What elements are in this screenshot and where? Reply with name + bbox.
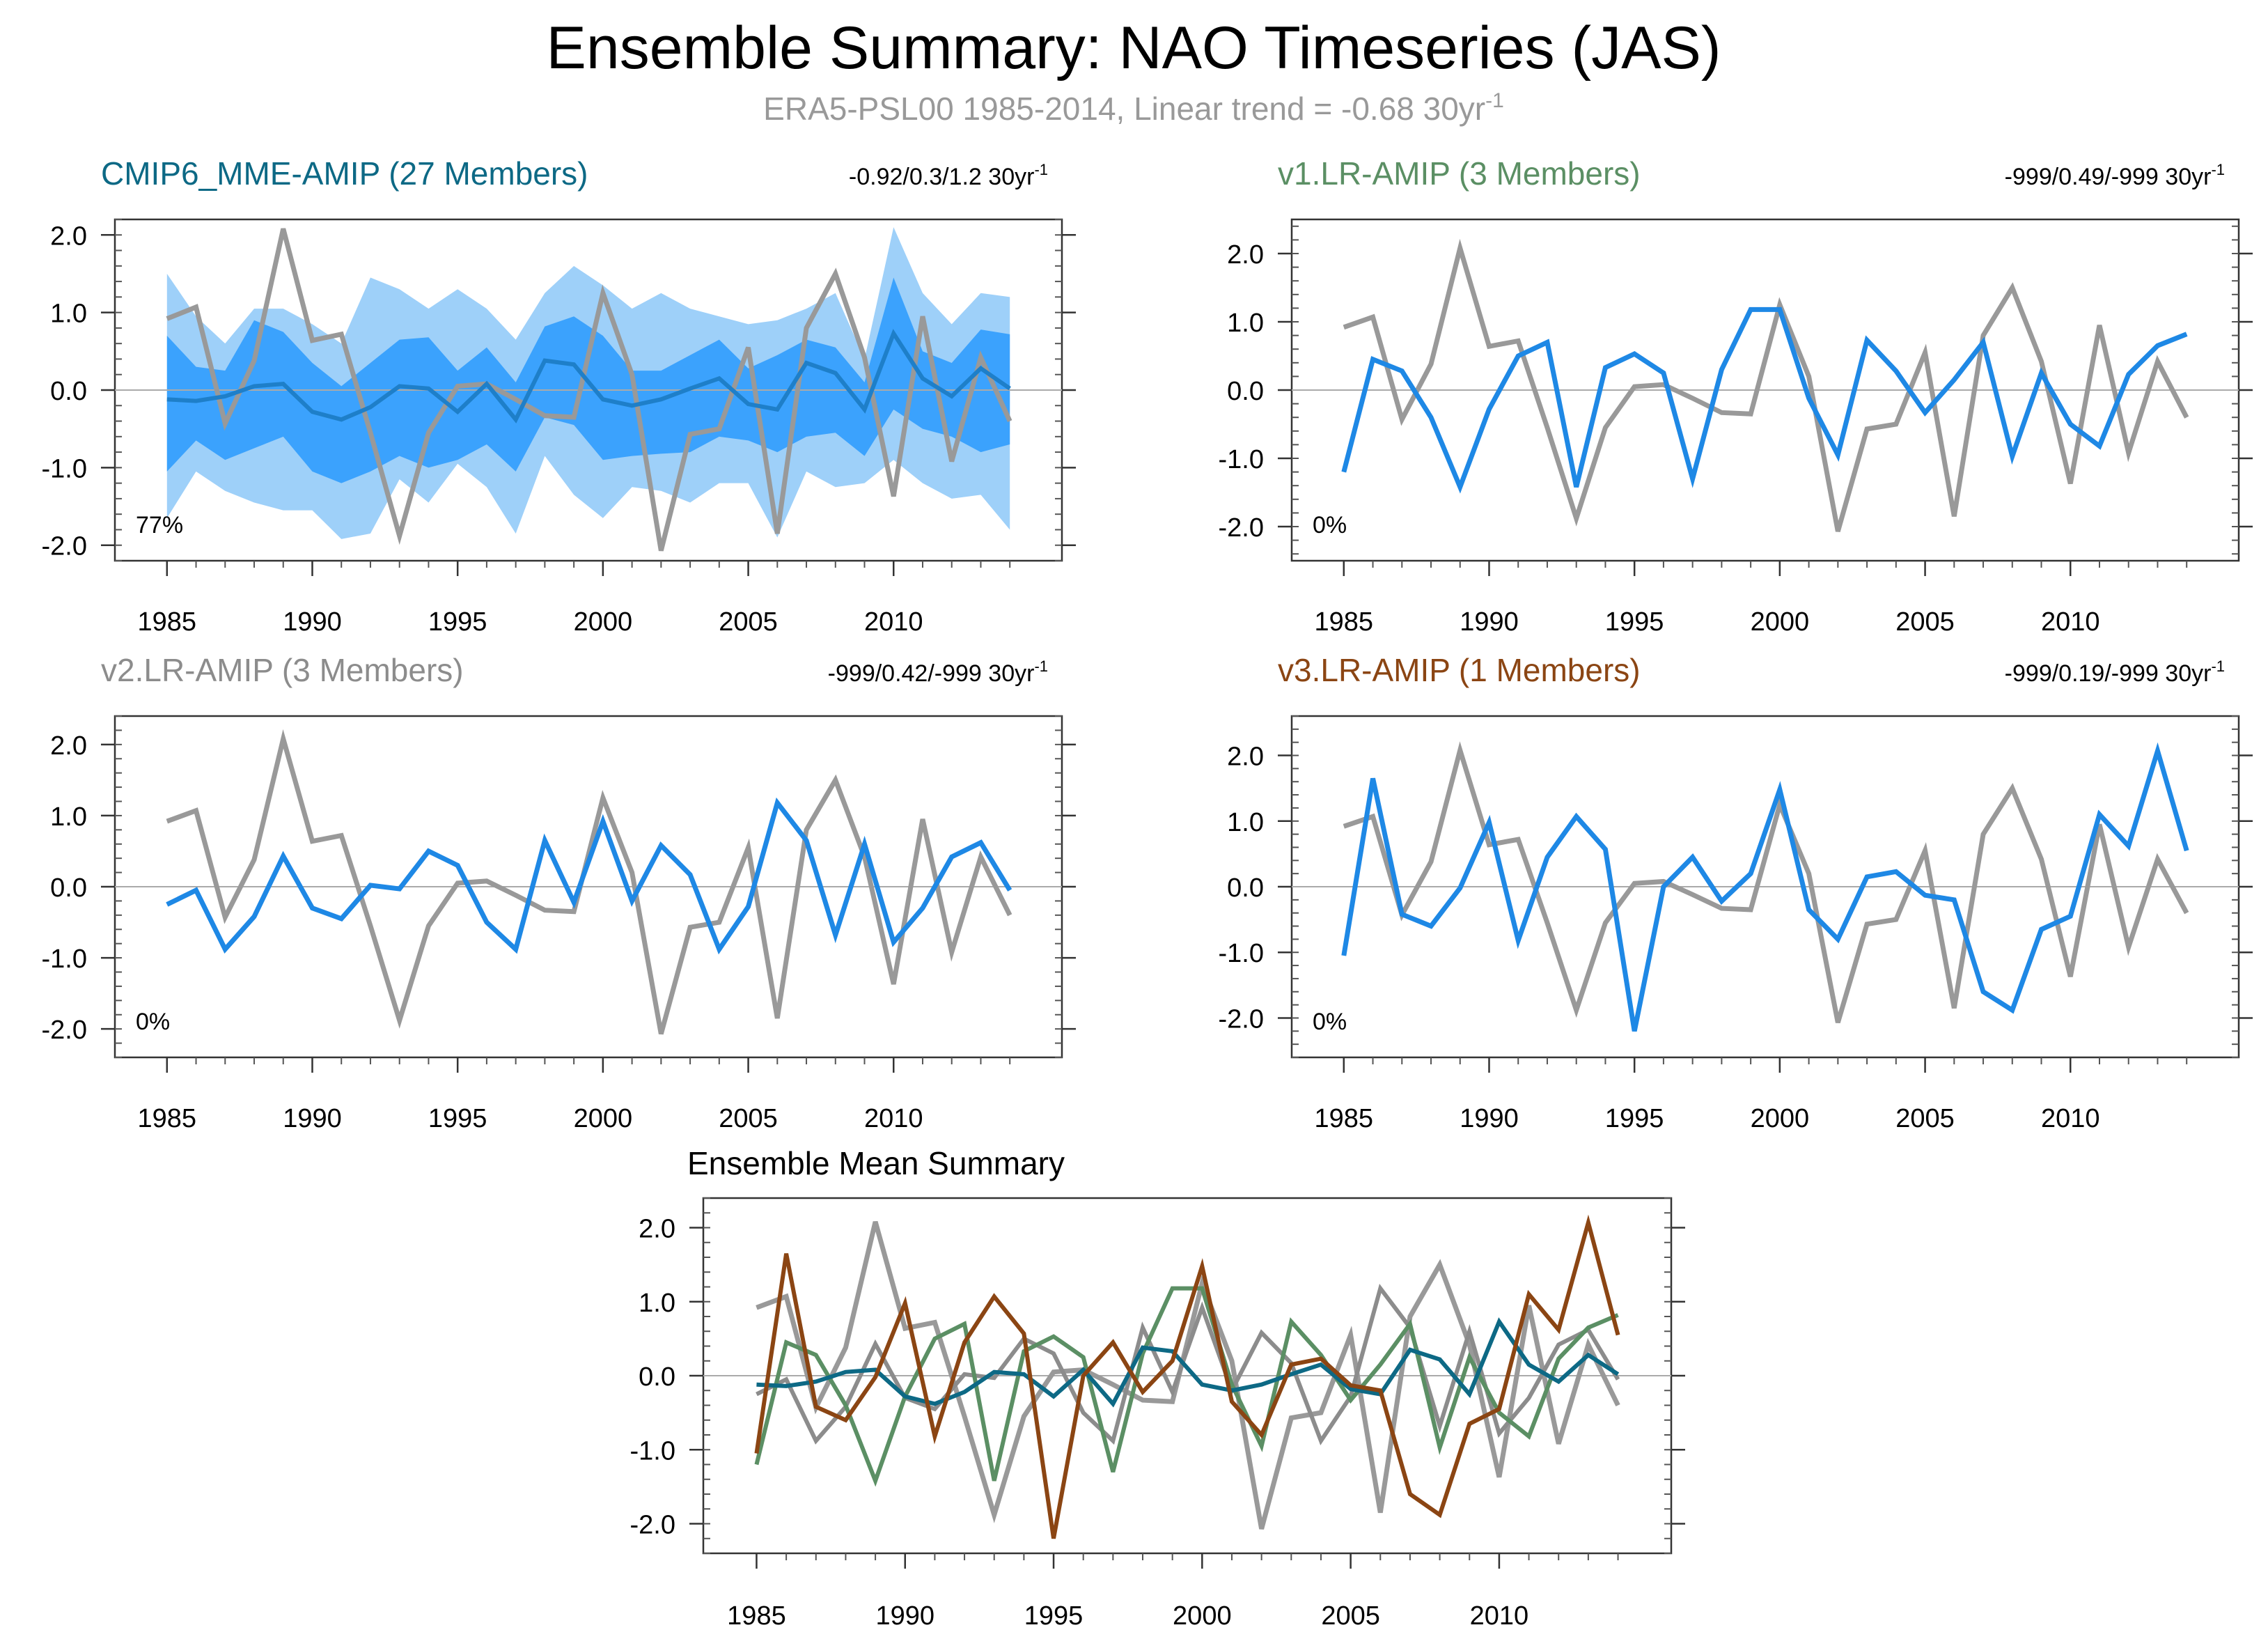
y-tick-label: -2.0 — [630, 1511, 675, 1540]
y-tick-label: 1.0 — [1227, 309, 1264, 338]
y-tick-label: 1.0 — [50, 300, 87, 329]
panel-summary: Ensemble Mean Summary 2.0 1.0 0.0 -1.0 -2.0 19… — [630, 1145, 1685, 1631]
y-tick-label: -1.0 — [630, 1436, 675, 1466]
x-tick-label: 2000 — [1173, 1601, 1232, 1631]
y-tick-label: -2.0 — [42, 1016, 87, 1045]
trend-label: -999/0.42/-999 30yr-1 — [828, 658, 1048, 687]
panels: CMIP6_MME-AMIP (27 Members) -0.92/0.3/1.2… — [42, 155, 2253, 1631]
series-line-1 — [166, 329, 1011, 424]
series-line-1 — [1341, 742, 2189, 1032]
y-tick-label: -1.0 — [1219, 445, 1264, 474]
y-tick-label: 2.0 — [1227, 240, 1264, 270]
y-tick-label: 2.0 — [1227, 743, 1264, 772]
x-tick-label: 1985 — [727, 1601, 786, 1631]
series-line-4 — [754, 1214, 1620, 1539]
x-tick-label: 2000 — [574, 607, 633, 637]
panel-title: v1.LR-AMIP (3 Members) — [1278, 155, 1641, 192]
trend-label: -999/0.19/-999 30yr-1 — [2005, 658, 2225, 687]
x-tick-label: 1985 — [138, 1104, 197, 1133]
x-tick-label: 1995 — [1605, 607, 1664, 637]
pct-label: 0% — [1313, 1009, 1347, 1035]
panel-v2: v2.LR-AMIP (3 Members) -999/0.42/-999 30y… — [42, 652, 1076, 1133]
y-tick-label: 0.0 — [1227, 377, 1264, 406]
figure-subtitle-sup: -1 — [1485, 89, 1504, 112]
x-tick-label: 1990 — [875, 1601, 934, 1631]
figure-subtitle: ERA5-PSL00 1985-2014, Linear trend = -0.… — [763, 89, 1504, 127]
x-tick-label: 1985 — [1315, 607, 1374, 637]
series-line-1 — [756, 1283, 1620, 1445]
x-tick-label: 1985 — [138, 607, 197, 637]
x-tick-label: 2005 — [1895, 1104, 1955, 1133]
figure-title: Ensemble Summary: NAO Timeseries (JAS) — [547, 15, 1721, 81]
series-line-3 — [756, 1317, 1620, 1408]
figure-subtitle-text: ERA5-PSL00 1985-2014, Linear trend = -0.… — [763, 91, 1485, 127]
y-tick-label: 2.0 — [50, 222, 87, 251]
trend-label: -999/0.49/-999 30yr-1 — [2005, 161, 2225, 190]
y-tick-label: -2.0 — [1219, 513, 1264, 543]
x-tick-label: 2000 — [1751, 607, 1810, 637]
series-line-0 — [166, 228, 1012, 552]
panel-title: CMIP6_MME-AMIP (27 Members) — [101, 155, 588, 192]
pct-label: 0% — [136, 1009, 170, 1035]
y-tick-label: 0.0 — [1227, 873, 1264, 903]
x-tick-label: 1990 — [283, 1104, 342, 1133]
panel-v3: v3.LR-AMIP (1 Members) -999/0.19/-999 30y… — [1219, 652, 2253, 1133]
pct-label: 77% — [136, 512, 183, 538]
panel-cmip6: CMIP6_MME-AMIP (27 Members) -0.92/0.3/1.2… — [42, 155, 1076, 637]
x-tick-label: 2010 — [864, 1104, 923, 1133]
y-tick-label: -2.0 — [42, 532, 87, 561]
y-tick-label: 1.0 — [639, 1289, 675, 1318]
y-tick-label: -1.0 — [42, 945, 87, 974]
y-tick-label: 1.0 — [50, 802, 87, 832]
x-tick-label: 2005 — [1321, 1601, 1380, 1631]
x-tick-label: 2000 — [1751, 1104, 1810, 1133]
y-tick-label: 1.0 — [1227, 808, 1264, 837]
x-tick-label: 1990 — [1460, 1104, 1519, 1133]
x-tick-label: 1985 — [1315, 1104, 1374, 1133]
y-tick-label: -1.0 — [42, 454, 87, 483]
trend-sup: -1 — [1034, 658, 1048, 675]
x-tick-label: 2010 — [2041, 607, 2100, 637]
trend-sup: -1 — [2211, 161, 2225, 178]
panel-v1: v1.LR-AMIP (3 Members) -999/0.49/-999 30y… — [1219, 155, 2253, 637]
y-tick-label: -1.0 — [1219, 939, 1264, 968]
series-line-2 — [754, 1286, 1619, 1487]
x-tick-label: 2000 — [574, 1104, 633, 1133]
x-tick-label: 1990 — [283, 607, 342, 637]
panel-title: v3.LR-AMIP (1 Members) — [1278, 652, 1641, 688]
trend-sup: -1 — [1034, 161, 1048, 178]
x-tick-label: 2005 — [719, 1104, 778, 1133]
x-tick-label: 2010 — [1470, 1601, 1529, 1631]
trend-text: -0.92/0.3/1.2 30yr — [849, 164, 1035, 190]
x-tick-label: 1995 — [1605, 1104, 1664, 1133]
trend-text: -999/0.49/-999 30yr — [2005, 164, 2212, 190]
x-tick-label: 1995 — [428, 1104, 487, 1133]
trend-text: -999/0.19/-999 30yr — [2005, 660, 2212, 687]
x-tick-label: 1995 — [428, 607, 487, 637]
y-tick-label: 0.0 — [50, 873, 87, 903]
trend-sup: -1 — [2211, 658, 2225, 675]
trend-text: -999/0.42/-999 30yr — [828, 660, 1035, 687]
x-tick-label: 2010 — [2041, 1104, 2100, 1133]
panel-title: Ensemble Mean Summary — [687, 1145, 1065, 1181]
x-tick-label: 2005 — [1895, 607, 1955, 637]
series-line-1 — [1341, 306, 2188, 494]
y-tick-label: 0.0 — [50, 377, 87, 406]
y-tick-label: 2.0 — [639, 1215, 675, 1244]
y-tick-label: 0.0 — [639, 1362, 675, 1392]
x-tick-label: 1995 — [1024, 1601, 1084, 1631]
y-tick-label: -2.0 — [1219, 1004, 1264, 1034]
x-tick-label: 1990 — [1460, 607, 1519, 637]
series-line-1 — [166, 797, 1012, 955]
x-tick-label: 2005 — [719, 607, 778, 637]
pct-label: 0% — [1313, 512, 1347, 538]
trend-label: -0.92/0.3/1.2 30yr-1 — [849, 161, 1048, 190]
y-tick-label: 2.0 — [50, 731, 87, 761]
x-tick-label: 2010 — [864, 607, 923, 637]
panel-title: v2.LR-AMIP (3 Members) — [101, 652, 464, 688]
